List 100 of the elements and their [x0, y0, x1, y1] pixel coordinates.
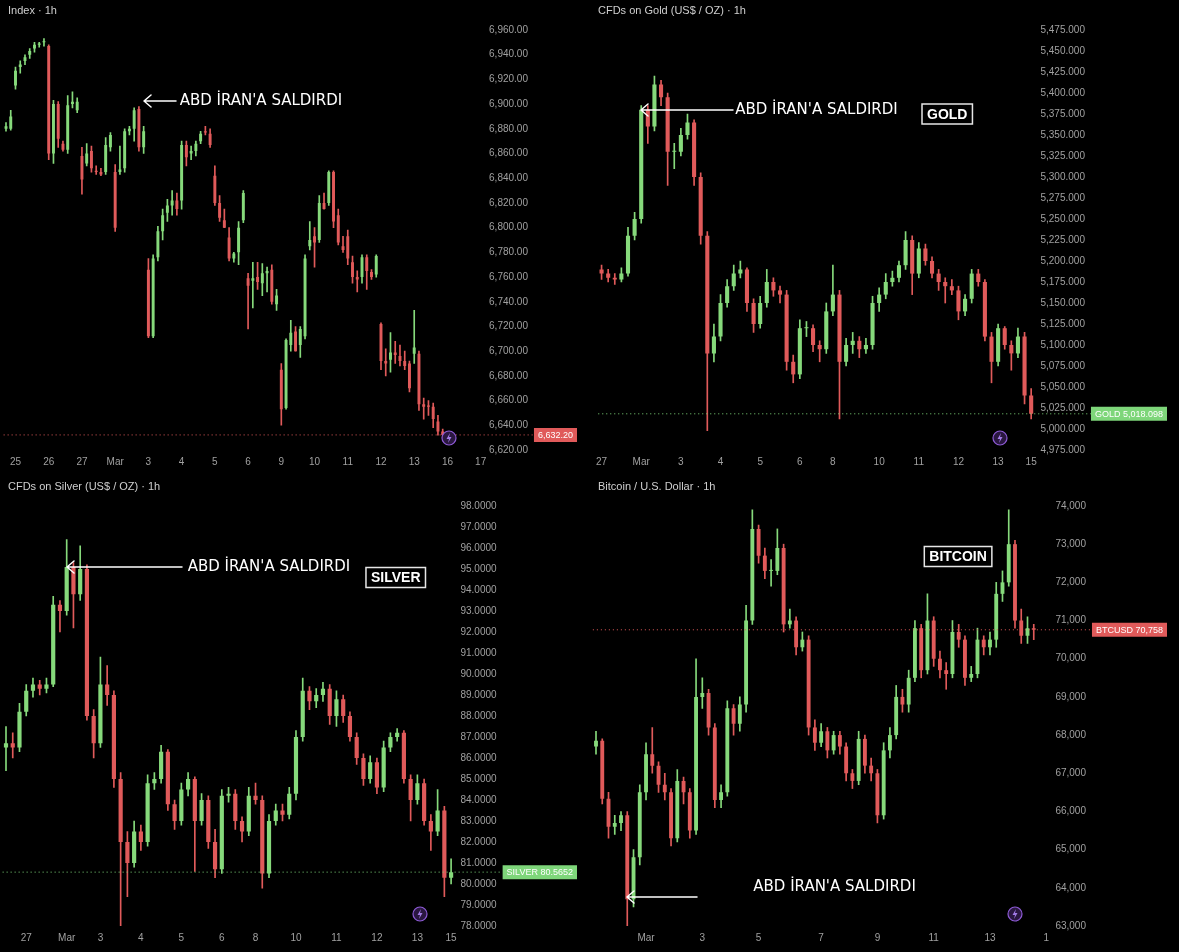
y-tick-label: 78.0000	[460, 919, 498, 931]
x-tick-label: 5	[755, 931, 762, 943]
candlestick	[351, 255, 354, 284]
y-tick-label: 5,100.000	[1040, 338, 1086, 350]
y-tick-label: 86.0000	[460, 751, 498, 763]
candlestick	[863, 337, 868, 354]
y-tick-label: 5,150.000	[1040, 296, 1086, 308]
y-tick-label: 6,840.00	[489, 171, 529, 183]
y-tick-label: 83.0000	[460, 814, 498, 826]
y-tick-label: 82.0000	[460, 835, 498, 847]
candlestick	[389, 332, 392, 373]
candlestick	[672, 143, 677, 169]
y-tick-label: 88.0000	[460, 709, 498, 721]
x-tick-label: 6	[219, 931, 226, 943]
x-tick-label: Mar	[632, 455, 651, 467]
candlestick	[14, 66, 17, 90]
y-tick-label: 6,920.00	[489, 73, 529, 85]
x-tick-label: 13	[984, 931, 996, 943]
y-tick-label: 5,475.000	[1040, 23, 1086, 35]
y-tick-label: 96.0000	[460, 541, 498, 553]
y-tick-label: 73,000	[1055, 537, 1087, 549]
chart-subtitle: Bitcoin / U.S. Dollar · 1h	[598, 480, 716, 493]
x-tick-label: 3	[97, 931, 104, 943]
x-tick-label: 8	[252, 931, 259, 943]
y-tick-label: 5,300.000	[1040, 170, 1086, 182]
x-tick-label: 5	[178, 931, 185, 943]
candlestick	[189, 145, 193, 161]
y-tick-label: 6,960.00	[489, 23, 529, 35]
annotation: ABD İRAN'A SALDIRDI	[179, 90, 343, 110]
y-tick-label: 92.0000	[460, 625, 498, 637]
ref-line-label: SILVER 80.5652	[506, 867, 574, 878]
candlestick	[57, 600, 63, 633]
y-tick-label: 69,000	[1055, 690, 1087, 702]
x-tick-label: 4	[717, 455, 724, 467]
candlestick	[332, 170, 335, 228]
candlestick	[850, 332, 855, 354]
text: BITCOIN	[929, 548, 987, 565]
y-tick-label: 6,640.00	[489, 419, 529, 431]
y-tick-label: 95.0000	[460, 562, 498, 574]
y-tick-label: 6,900.00	[489, 97, 529, 109]
y-tick-label: 5,250.000	[1040, 212, 1086, 224]
y-tick-label: 6,680.00	[489, 369, 529, 381]
x-tick-label: 12	[952, 455, 965, 467]
candlestick	[700, 677, 705, 709]
y-tick-label: 91.0000	[460, 646, 498, 658]
y-tick-label: 94.0000	[460, 583, 498, 595]
y-tick-label: 67,000	[1055, 767, 1087, 779]
y-tick-label: 6,760.00	[489, 270, 529, 282]
y-tick-label: 68,000	[1055, 728, 1087, 740]
x-tick-label: 10	[873, 455, 886, 467]
candlestick	[769, 559, 774, 587]
annotation: ABD İRAN'A SALDIRDI	[753, 876, 916, 896]
y-tick-label: 5,075.000	[1040, 359, 1086, 371]
y-tick-label: 89.0000	[460, 688, 498, 700]
candlestick	[384, 348, 388, 377]
annotation: ABD İRAN'A SALDIRDI	[735, 98, 898, 118]
x-tick-label: 4	[138, 931, 145, 943]
chart-subtitle: Index · 1h	[8, 4, 57, 17]
candlestick	[355, 270, 359, 293]
candlestick	[650, 727, 655, 774]
candlestick	[422, 397, 426, 420]
x-tick-label: 6	[797, 455, 804, 467]
y-tick-label: 97.0000	[460, 520, 498, 532]
x-tick-label: 13	[992, 455, 1005, 467]
y-tick-label: 6,720.00	[489, 320, 529, 332]
x-tick-label: 11	[928, 931, 940, 943]
y-tick-label: 85.0000	[460, 772, 498, 784]
y-tick-label: 80.0000	[460, 877, 498, 889]
y-tick-label: 65,000	[1055, 843, 1087, 855]
y-tick-label: 71,000	[1055, 614, 1087, 626]
x-tick-label: 9	[874, 931, 881, 943]
x-tick-label: 6	[245, 455, 252, 467]
y-tick-label: 5,350.000	[1040, 128, 1086, 140]
x-tick-label: 26	[43, 455, 55, 467]
x-tick-label: 17	[475, 455, 487, 467]
ref-line-label: 6,632.20	[537, 429, 574, 440]
x-tick-label: 5	[212, 455, 219, 467]
candlestick	[393, 340, 397, 364]
y-tick-label: 5,050.000	[1040, 380, 1086, 392]
y-tick-label: 6,740.00	[489, 295, 529, 307]
x-tick-label: 3	[145, 455, 152, 467]
candlestick	[943, 277, 948, 304]
y-tick-label: 6,860.00	[489, 147, 529, 159]
x-tick-label: 3	[699, 931, 706, 943]
y-tick-label: 81.0000	[460, 856, 498, 868]
x-tick-label: 27	[20, 931, 33, 943]
x-tick-label: 12	[371, 931, 383, 943]
y-tick-label: 6,880.00	[489, 122, 529, 134]
x-tick-label: 12	[375, 455, 387, 467]
candlestick	[251, 261, 255, 309]
y-tick-label: 74,000	[1055, 499, 1087, 511]
y-tick-label: 72,000	[1055, 576, 1087, 588]
candlestick	[313, 227, 317, 268]
x-tick-label: 15	[1025, 455, 1038, 467]
text: GOLD	[927, 105, 968, 122]
y-tick-label: 5,125.000	[1040, 317, 1086, 329]
x-tick-label: 11	[331, 931, 343, 943]
candlestick	[105, 665, 110, 706]
chart-subtitle: CFDs on Gold (US$ / OZ) · 1h	[598, 4, 746, 17]
candlestick	[170, 190, 174, 216]
